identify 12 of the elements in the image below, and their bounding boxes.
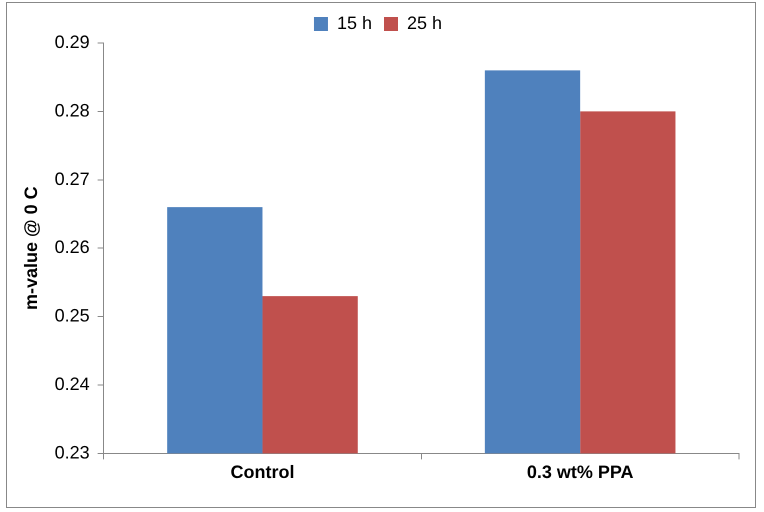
y-tick-label: 0.27 — [54, 168, 90, 189]
y-tick-label: 0.26 — [54, 237, 90, 258]
y-tick-label: 0.24 — [54, 374, 90, 394]
y-tick-label: 0.23 — [54, 442, 90, 462]
legend-label: 15 h — [336, 12, 372, 33]
legend-label: 25 h — [407, 12, 442, 33]
x-tick-label: Control — [230, 462, 294, 482]
y-tick-label: 0.28 — [54, 100, 90, 120]
x-tick-label: 0.3 wt% PPA — [526, 462, 634, 482]
y-tick-label: 0.29 — [54, 32, 90, 52]
y-axis-title: m-value @ 0 C — [20, 186, 41, 310]
y-tick-label: 0.25 — [54, 306, 90, 326]
